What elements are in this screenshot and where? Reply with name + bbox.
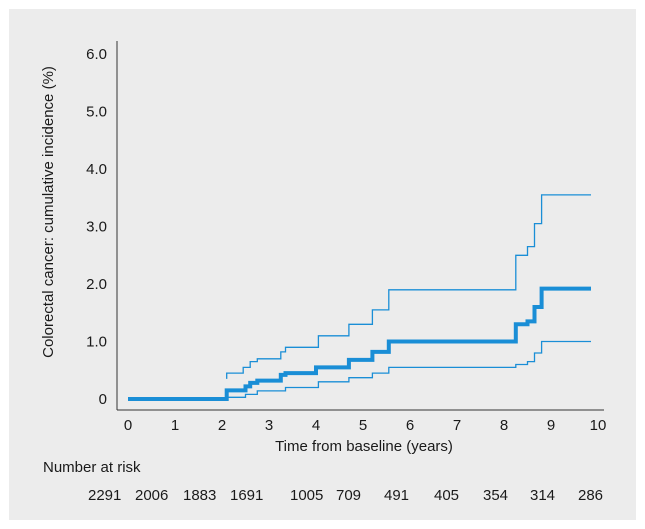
at-risk-value: 405 [434,487,459,504]
x-tick-label: 8 [500,417,508,434]
y-tick-label: 2.0 [86,276,107,293]
x-tick-label: 10 [590,417,607,434]
chart-panel [9,9,636,520]
y-tick-label: 1.0 [86,334,107,351]
y-tick-label: 5.0 [86,104,107,121]
y-tick-label: 3.0 [86,219,107,236]
x-tick-label: 4 [312,417,320,434]
axes [116,41,604,411]
at-risk-value: 286 [578,487,603,504]
at-risk-value: 2291 [88,487,121,504]
x-tick-label: 6 [406,417,414,434]
at-risk-value: 491 [384,487,409,504]
at-risk-value: 1883 [183,487,216,504]
x-tick-label: 9 [547,417,555,434]
upper-ci-line [226,194,591,379]
x-tick-label: 7 [453,417,461,434]
x-tick-label: 0 [124,417,132,434]
at-risk-value: 354 [483,487,508,504]
x-tick-label: 2 [218,417,226,434]
lower-ci-line [226,340,591,399]
at-risk-value: 2006 [135,487,168,504]
y-axis-label: Colorectal cancer: cumulative incidence … [40,66,57,358]
at-risk-value: 1691 [230,487,263,504]
x-tick-label: 1 [171,417,179,434]
x-axis-label: Time from baseline (years) [275,438,453,455]
estimate-line [128,286,591,401]
y-tick-label: 4.0 [86,161,107,178]
at-risk-value: 1005 [290,487,323,504]
at-risk-value: 709 [336,487,361,504]
series-lines [128,194,591,401]
ticks: 0 1.0 2.0 3.0 4.0 5.0 6.0 0 1 2 3 4 5 6 7 8 9 10 [86,46,606,434]
y-tick-label: 6.0 [86,46,107,63]
at-risk-value: 314 [530,487,555,504]
y-tick-label: 0 [99,391,107,408]
at-risk-label: Number at risk [43,459,141,476]
x-tick-label: 3 [265,417,273,434]
x-tick-label: 5 [359,417,367,434]
at-risk-values: 2291 2006 1883 1691 1005 709 491 405 354 314 286 [88,487,603,504]
